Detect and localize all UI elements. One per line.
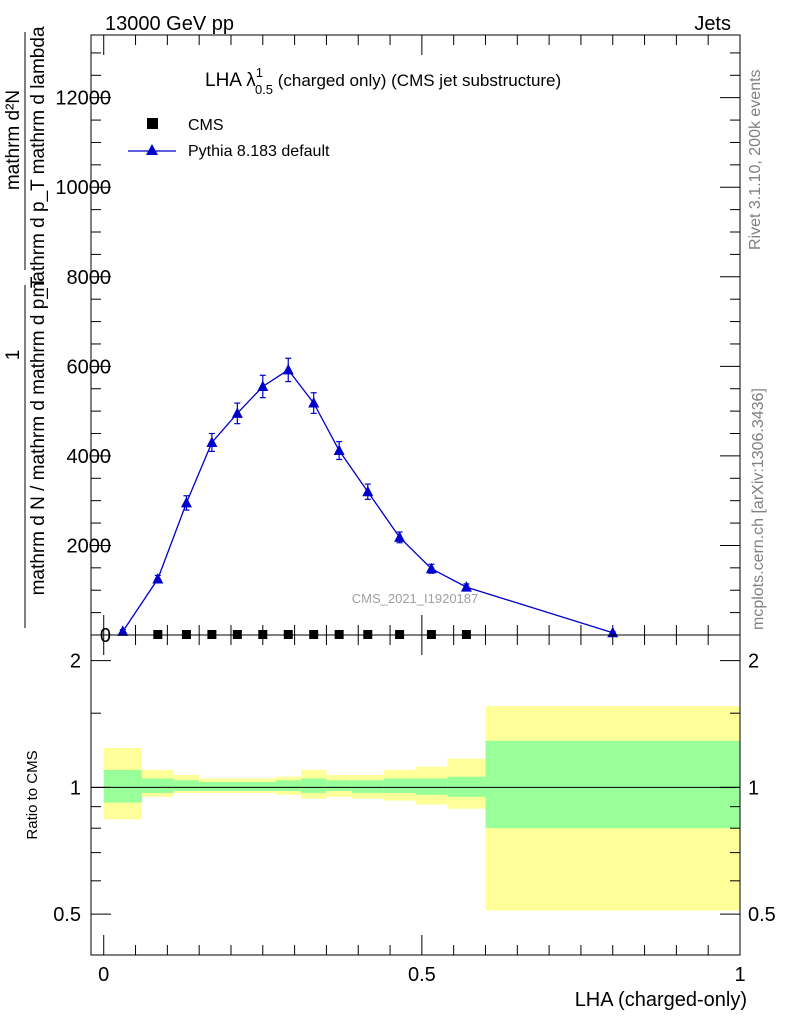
main-y-tick-label: 10000	[55, 177, 111, 199]
pythia-point	[362, 485, 374, 497]
main-y-axis-label: 1 mathrm d N / mathrm d mathrm d p_T mat…	[3, 26, 49, 628]
main-y-ticks: 0 2000 4000 6000 8000 10000 12000	[55, 52, 740, 647]
ratio-band-inner	[415, 778, 448, 795]
ratio-band-inner	[326, 780, 352, 792]
ratio-y-tick-label: 2	[70, 651, 81, 673]
ratio-band-inner	[224, 781, 251, 792]
pythia-series	[117, 357, 619, 638]
main-y-tick-label: 8000	[67, 267, 112, 289]
ratio-ticks: 0 0.5 1 0.5 0.5 1 1 2 2	[53, 635, 776, 986]
ratio-y-tick-label-right: 0.5	[748, 904, 776, 926]
pythia-point	[180, 496, 192, 508]
pythia-point	[425, 562, 437, 574]
ratio-x-tick-label: 0.5	[408, 964, 436, 986]
ratio-band-inner	[173, 780, 200, 792]
ratio-band-inner	[485, 740, 740, 829]
header-left: 13000 GeV pp	[105, 13, 234, 35]
pythia-point	[333, 444, 345, 456]
ratio-y-tick-label-right: 1	[748, 777, 759, 799]
pythia-point	[308, 397, 320, 408]
ratio-x-tick-label: 0	[98, 964, 109, 986]
watermark: CMS_2021_I1920187	[352, 591, 479, 606]
ratio-y-tick-label: 0.5	[53, 904, 81, 926]
main-y-tick-label: 2000	[67, 535, 112, 557]
pythia-point	[206, 436, 218, 447]
rivet-label: Rivet 3.1.10, 200k events	[747, 69, 764, 250]
legend-cms-label: CMS	[188, 117, 224, 134]
title-sup: 1	[256, 65, 263, 80]
title-sub: 0.5	[255, 82, 273, 97]
ratio-band-inner	[250, 781, 276, 792]
ratio-band-inner	[351, 780, 384, 793]
pythia-point	[117, 625, 129, 636]
pythia-line	[122, 369, 613, 634]
ylabel-pre-den: mathrm d N / mathrm d mathrm d p_T	[28, 276, 49, 595]
main-y-tick-label: 12000	[55, 88, 111, 110]
ylabel-den: mathrm d p_T mathrm d lambda	[28, 26, 49, 297]
main-y-tick-label: 4000	[67, 446, 112, 468]
title-suffix: (charged only) (CMS jet substructure)	[273, 71, 561, 90]
plot-title: LHA λ1 0.5 (charged only) (CMS jet substr…	[205, 65, 561, 97]
pythia-point	[257, 380, 269, 391]
ratio-band-inner	[103, 769, 142, 803]
ylabel-pre-num: 1	[3, 350, 24, 361]
legend-pythia-marker	[146, 144, 158, 155]
legend-pythia-label: Pythia 8.183 default	[188, 143, 330, 160]
ratio-y-label: Ratio to CMS	[24, 750, 41, 839]
main-y-tick-label: 6000	[67, 356, 112, 378]
ratio-band-inner	[300, 778, 327, 793]
ratio-band-inner	[199, 781, 225, 792]
ratio-y-tick-label-right: 2	[748, 651, 759, 673]
x-axis-label: LHA (charged-only)	[575, 989, 747, 1011]
mcplots-label: mcplots.cern.ch [arXiv:1306.3436]	[750, 388, 767, 630]
pythia-point	[282, 363, 294, 375]
pythia-point	[152, 573, 164, 584]
pythia-point	[460, 581, 472, 592]
ratio-bands	[103, 706, 740, 911]
title-prefix: LHA λ	[205, 70, 256, 91]
ratio-x-tick-label: 1	[734, 964, 745, 986]
pythia-point	[231, 407, 243, 418]
legend-cms-marker	[147, 118, 158, 129]
legend: CMS Pythia 8.183 default	[128, 117, 330, 160]
ratio-band-inner	[383, 778, 416, 793]
main-y-tick-label: 0	[100, 625, 111, 647]
ratio-frame	[90, 634, 741, 956]
ratio-band-inner	[141, 778, 174, 793]
ratio-band-inner	[275, 780, 301, 792]
ylabel-num: mathrm d²N	[3, 90, 24, 190]
ratio-band-inner	[447, 776, 486, 797]
pythia-point	[394, 531, 406, 542]
header-right: Jets	[694, 13, 731, 35]
ratio-y-tick-label: 1	[70, 777, 81, 799]
